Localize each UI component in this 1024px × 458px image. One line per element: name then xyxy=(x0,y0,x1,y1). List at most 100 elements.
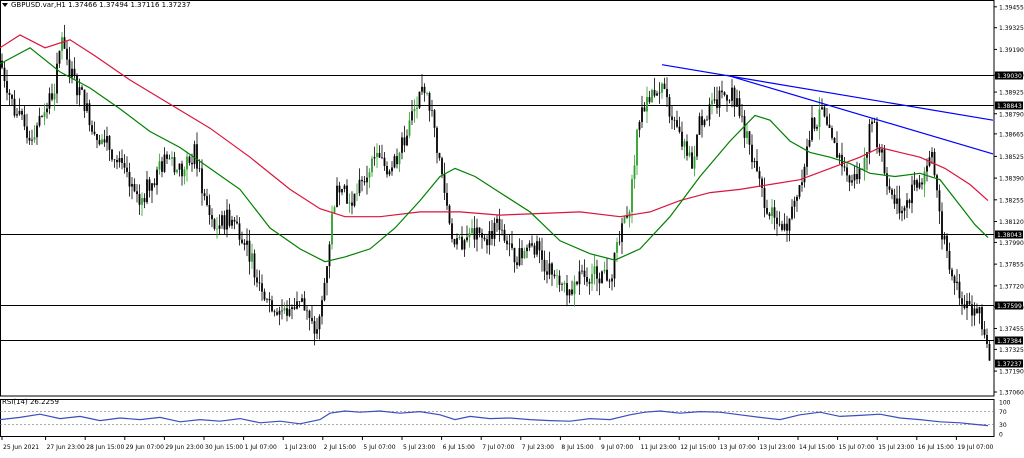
candle-body xyxy=(141,198,143,205)
candle-body xyxy=(748,131,751,145)
candle-body xyxy=(446,192,448,206)
candle-body xyxy=(783,223,786,230)
candle-body xyxy=(196,144,198,169)
candle-body xyxy=(848,175,851,183)
candle-body xyxy=(3,67,6,82)
candle-body xyxy=(846,167,848,176)
candle-body xyxy=(53,93,56,100)
candle-body xyxy=(806,146,808,167)
candle-body xyxy=(43,112,46,117)
candle-body xyxy=(353,193,356,206)
candle-body xyxy=(766,207,768,214)
candle-body xyxy=(261,283,263,292)
candle-body xyxy=(713,99,716,101)
candle-body xyxy=(828,124,831,129)
candle-body xyxy=(501,229,503,231)
candle-body xyxy=(621,223,623,242)
candle-body xyxy=(901,210,903,214)
candle-body xyxy=(488,231,491,246)
time-tick-label: 1 Jul 23:00 xyxy=(284,444,316,451)
candle-body xyxy=(236,221,238,224)
time-tick-label: 1 Jul 07:00 xyxy=(245,444,277,451)
candle-body xyxy=(541,250,543,260)
candle-body xyxy=(176,169,178,173)
candle-body xyxy=(636,129,638,166)
candle-body xyxy=(491,231,493,239)
candle-body xyxy=(976,308,978,314)
candle-body xyxy=(808,140,811,147)
candle-body xyxy=(423,86,426,94)
candle-body xyxy=(506,240,508,245)
candle-body xyxy=(893,194,896,204)
time-tick-label: 27 Jun 23:00 xyxy=(47,444,85,451)
candle-body xyxy=(718,90,721,108)
time-tick-label: 12 Jul 15:00 xyxy=(680,444,716,451)
candle-body xyxy=(973,308,976,316)
candle-body xyxy=(496,218,498,223)
candle-body xyxy=(316,329,318,334)
candle-body xyxy=(318,316,321,330)
candle-body xyxy=(696,134,698,157)
candle-body xyxy=(266,298,268,300)
candle-body xyxy=(366,177,368,183)
candle-body xyxy=(438,152,441,159)
trendline[interactable] xyxy=(726,74,994,155)
candle-body xyxy=(156,169,158,186)
candle-body xyxy=(321,300,323,317)
candle-body xyxy=(81,87,83,90)
candle-body xyxy=(548,263,551,275)
candle-body xyxy=(98,140,101,145)
candle-body xyxy=(573,281,576,295)
candle-body xyxy=(436,127,438,153)
candle-body xyxy=(273,311,276,313)
candle-body xyxy=(88,103,91,126)
candle-body xyxy=(201,168,203,194)
candle-body xyxy=(73,68,76,76)
symbol-timeframe: GBPUSD.var,H1 xyxy=(11,1,66,9)
candle-body xyxy=(6,81,8,93)
candle-body xyxy=(733,87,736,107)
price-tick-label: 1.38665 xyxy=(999,131,1024,138)
candle-body xyxy=(91,125,93,132)
candle-body xyxy=(923,171,926,185)
candle-body xyxy=(281,310,283,312)
time-tick-label: 25 Jun 2021 xyxy=(3,444,39,451)
candle-body xyxy=(391,167,393,172)
candle-body xyxy=(646,97,648,112)
candle-body xyxy=(323,282,326,301)
chart-title: GBPUSD.var,H1 1.37466 1.37494 1.37116 1.… xyxy=(2,1,191,9)
candle-body xyxy=(343,185,346,190)
candle-body xyxy=(816,126,818,129)
candle-body xyxy=(896,198,898,204)
level-price-label: 1.39030 xyxy=(997,73,1022,80)
candle-body xyxy=(603,269,606,272)
candle-body xyxy=(801,182,803,186)
candle-body xyxy=(906,200,908,208)
candle-body xyxy=(276,312,278,315)
candle-body xyxy=(526,247,528,252)
dropdown-triangle-icon[interactable] xyxy=(2,3,8,7)
candle-body xyxy=(106,136,108,143)
candle-body xyxy=(931,151,933,158)
candle-body xyxy=(546,271,548,275)
candle-body xyxy=(263,291,266,300)
price-tick-label: 1.37990 xyxy=(999,240,1024,247)
candle-body xyxy=(158,161,161,170)
price-tick-label: 1.38925 xyxy=(999,90,1024,97)
candle-body xyxy=(941,211,943,240)
candle-body xyxy=(296,301,298,309)
candle-body xyxy=(938,190,941,212)
candle-body xyxy=(398,152,401,165)
candle-body xyxy=(408,120,411,136)
candle-body xyxy=(448,205,451,224)
candle-body xyxy=(651,89,653,103)
candle-body xyxy=(66,48,68,60)
time-tick-label: 15 Jul 07:00 xyxy=(839,444,875,451)
candle-body xyxy=(476,227,478,240)
candle-body xyxy=(166,154,168,159)
candle-body xyxy=(741,115,743,117)
trendline[interactable] xyxy=(661,64,994,121)
candle-body xyxy=(731,87,733,101)
